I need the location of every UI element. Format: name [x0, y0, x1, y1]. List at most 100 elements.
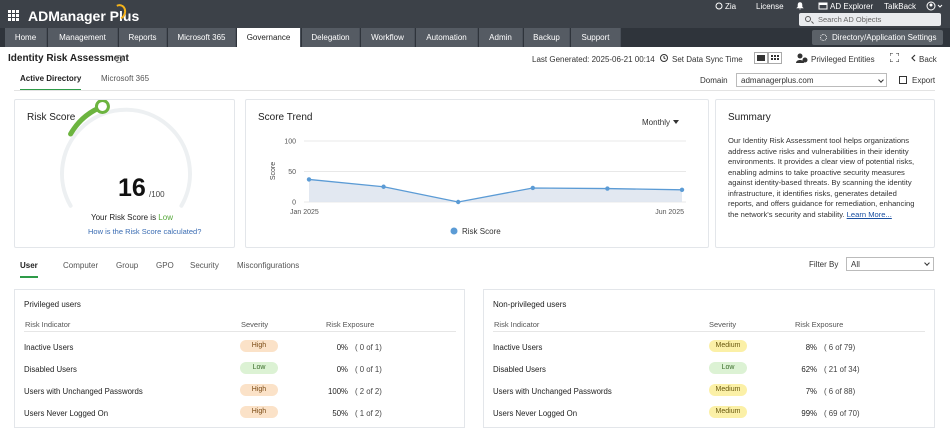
- page-content: Identity Risk Assessment ? Last Generate…: [0, 47, 950, 428]
- top-bar: ADManager Plus Zia License AD Explorer T…: [0, 0, 950, 28]
- risk-indicator[interactable]: Disabled Users: [493, 365, 546, 374]
- search-placeholder: Search AD Objects: [818, 15, 882, 24]
- period-dropdown[interactable]: Monthly: [642, 118, 680, 127]
- header-divider: [24, 331, 456, 332]
- data-point[interactable]: [679, 187, 685, 192]
- tab-admin[interactable]: Admin: [479, 28, 523, 47]
- x-ticks: Jan 2025 Jun 2025: [290, 209, 684, 216]
- data-point[interactable]: [530, 185, 535, 191]
- severity-badge: Low: [240, 362, 278, 374]
- trend-area: [309, 179, 682, 202]
- risk-score-value: 16: [118, 174, 146, 202]
- learn-more-link[interactable]: Learn More...: [846, 209, 892, 219]
- data-point[interactable]: [381, 184, 386, 189]
- table-row[interactable]: Inactive Users Medium 8% ( 6 of 79): [484, 336, 934, 358]
- tab-management[interactable]: Management: [48, 28, 118, 47]
- tab-misconfigurations[interactable]: Misconfigurations: [237, 261, 300, 270]
- risk-calc-link[interactable]: How is the Risk Score calculated?: [88, 227, 202, 236]
- tab-user[interactable]: User: [20, 261, 38, 278]
- tab-computer[interactable]: Computer: [63, 261, 99, 270]
- privileged-entities-button[interactable]: Privileged Entities: [811, 55, 875, 64]
- exposure-percent: 8%: [805, 343, 817, 352]
- tab-support[interactable]: Support: [571, 28, 621, 47]
- zia-icon: [715, 2, 723, 10]
- chevron-down-icon: [924, 260, 930, 266]
- last-generated: Last Generated: 2025-06-21 00:14: [532, 55, 655, 64]
- table-row[interactable]: Users Never Logged On Medium 99% ( 69 of 70…: [484, 402, 934, 424]
- exposure-count[interactable]: ( 21 of 34): [824, 365, 860, 374]
- severity-badge: Medium: [709, 340, 747, 352]
- tab-workflow[interactable]: Workflow: [361, 28, 415, 47]
- x-tick-label: Jan 2025: [290, 209, 319, 216]
- fullscreen-icon[interactable]: [890, 53, 899, 62]
- gear-icon: [820, 34, 827, 41]
- tab-group[interactable]: Group: [116, 261, 139, 270]
- user-avatar-icon[interactable]: [926, 1, 944, 11]
- tab-microsoft-365-sub[interactable]: Microsoft 365: [101, 74, 150, 83]
- tab-gpo[interactable]: GPO: [156, 261, 174, 270]
- license-link[interactable]: License: [756, 2, 784, 11]
- table-row[interactable]: Inactive Users High 0% ( 0 of 1): [15, 336, 464, 358]
- risk-indicator[interactable]: Users Never Logged On: [493, 409, 578, 418]
- ad-explorer-link[interactable]: AD Explorer: [830, 2, 874, 11]
- back-button[interactable]: Back: [919, 55, 937, 64]
- export-button[interactable]: Export: [899, 76, 935, 85]
- risk-indicator[interactable]: Inactive Users: [24, 343, 74, 352]
- y-tick-label: 100: [284, 139, 296, 146]
- zia-button[interactable]: Zia: [725, 2, 737, 11]
- search-input[interactable]: Search AD Objects: [799, 13, 941, 26]
- severity-badge: High: [240, 406, 278, 418]
- risk-indicator[interactable]: Users with Unchanged Passwords: [493, 387, 612, 396]
- tab-reports[interactable]: Reports: [119, 28, 167, 47]
- tab-governance[interactable]: Governance: [237, 28, 301, 47]
- set-sync-button[interactable]: Set Data Sync Time: [672, 55, 743, 64]
- tab-delegation[interactable]: Delegation: [302, 28, 360, 47]
- score-trend-chart: Score 0 50 100 Jan 2025 Jun 2025 Risk Score: [270, 139, 686, 236]
- exposure-count[interactable]: ( 0 of 1): [355, 343, 382, 352]
- table-row[interactable]: Users Never Logged On High 50% ( 1 of 2): [15, 402, 464, 424]
- tab-backup[interactable]: Backup: [524, 28, 570, 47]
- y-axis-label: Score: [270, 162, 277, 180]
- severity-badge: Low: [709, 362, 747, 374]
- risk-indicator[interactable]: Inactive Users: [493, 343, 543, 352]
- exposure-count[interactable]: ( 2 of 2): [355, 387, 382, 396]
- table-row[interactable]: Users with Unchanged Passwords High 100% ( …: [15, 380, 464, 402]
- exposure-count[interactable]: ( 6 of 88): [824, 387, 856, 396]
- help-icon[interactable]: ?: [115, 55, 123, 63]
- col-risk-exposure: Risk Exposure: [795, 320, 844, 329]
- tab-home[interactable]: Home: [5, 28, 47, 47]
- table-row[interactable]: Disabled Users Low 62% ( 21 of 34): [484, 358, 934, 380]
- data-point[interactable]: [306, 177, 312, 182]
- risk-indicator[interactable]: Users with Unchanged Passwords: [24, 387, 143, 396]
- domain-select[interactable]: admanagerplus.com: [736, 73, 887, 87]
- exposure-percent: 99%: [801, 409, 817, 418]
- filter-select[interactable]: All: [846, 257, 934, 271]
- tab-microsoft-365[interactable]: Microsoft 365: [168, 28, 236, 47]
- table-row[interactable]: Disabled Users Low 0% ( 0 of 1): [15, 358, 464, 380]
- talkback-link[interactable]: TalkBack: [884, 2, 917, 11]
- exposure-count[interactable]: ( 6 of 79): [824, 343, 856, 352]
- bell-icon[interactable]: [795, 1, 805, 11]
- tab-automation[interactable]: Automation: [416, 28, 478, 47]
- app-grid-icon[interactable]: [8, 10, 19, 21]
- exposure-count[interactable]: ( 69 of 70): [824, 409, 860, 418]
- exposure-count[interactable]: ( 1 of 2): [355, 409, 382, 418]
- table-row[interactable]: Users with Unchanged Passwords Medium 7% ( …: [484, 380, 934, 402]
- tab-security[interactable]: Security: [190, 261, 219, 270]
- exposure-count[interactable]: ( 0 of 1): [355, 365, 382, 374]
- view-toggle[interactable]: [754, 52, 782, 64]
- risk-indicator[interactable]: Users Never Logged On: [24, 409, 109, 418]
- data-point[interactable]: [456, 199, 461, 205]
- privileged-entities-icon: [796, 53, 808, 63]
- sync-clock-icon: [660, 54, 668, 62]
- app-logo: ADManager Plus: [28, 8, 140, 24]
- back-chevron-icon: [911, 54, 916, 62]
- legend-label[interactable]: Risk Score: [462, 227, 501, 236]
- severity-badge: High: [240, 340, 278, 352]
- risk-level-value: Low: [158, 213, 173, 222]
- data-point[interactable]: [605, 186, 610, 191]
- risk-indicator[interactable]: Disabled Users: [24, 365, 77, 374]
- tab-active-directory[interactable]: Active Directory: [20, 74, 82, 91]
- directory-settings-button[interactable]: Directory/Application Settings: [812, 30, 943, 45]
- divider: [14, 90, 935, 91]
